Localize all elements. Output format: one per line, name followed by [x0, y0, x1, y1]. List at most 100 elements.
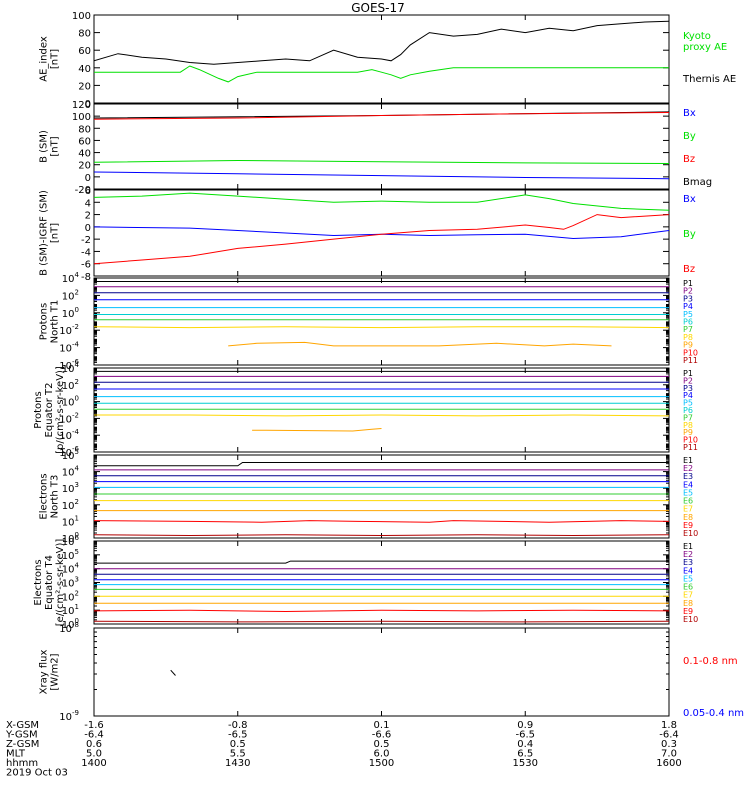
y-tick-label: 103: [62, 481, 79, 495]
panel-frame: [93, 277, 670, 366]
axis-row-label: X-GSM: [6, 720, 39, 731]
y-tick-exponent: 1: [75, 603, 79, 611]
axis-row-value: 6.5: [517, 749, 533, 760]
y-axis-label: [nT]: [50, 136, 61, 156]
y-axis-label: [nT]: [50, 49, 61, 69]
series-e10: [94, 620, 669, 623]
series-p9: [228, 341, 612, 347]
y-tick-label: 10-2: [59, 323, 79, 337]
y-tick-label: 105: [62, 448, 79, 462]
y-tick-exponent: 4: [75, 271, 80, 279]
y-axis-label: Protons: [39, 303, 50, 340]
legend-entry: E2: [683, 550, 693, 559]
y-tick-label: 80: [78, 124, 91, 135]
legend-entry: Kyoto: [683, 31, 711, 42]
plot-title: GOES-17: [351, 1, 405, 15]
axis-row-label: Y-GSM: [5, 730, 38, 741]
legend-entry: E7: [683, 591, 693, 600]
y-axis-label: [e/(cm²-s-sr-keV)]: [55, 539, 66, 627]
axis-row-value: 0.5: [230, 739, 246, 750]
legend-entry: E6: [683, 583, 693, 592]
y-tick-label: 100: [72, 112, 91, 123]
y-axis-label: B (SM)-IGRF (SM): [39, 190, 50, 276]
y-tick-exponent: 5: [75, 448, 79, 456]
legend-entry: P7: [683, 325, 693, 334]
legend-entry: E4: [683, 566, 693, 575]
legend-entry: P6: [683, 318, 693, 327]
legend-entry: By: [683, 131, 696, 142]
panel-frame: [93, 189, 670, 277]
legend-entry: P5: [683, 310, 693, 319]
axis-row-value: 1400: [81, 758, 106, 769]
legend-entry: P11: [683, 443, 698, 452]
legend-entry: Bz: [683, 264, 695, 275]
legend-entry: E10: [683, 529, 698, 538]
y-tick-exponent: 0: [75, 306, 79, 314]
y-axis-label: Electrons: [33, 559, 44, 605]
axis-row-value: 7.0: [661, 749, 677, 760]
legend-entry: P9: [683, 428, 693, 437]
series-0-1-0-8-nm: [170, 669, 176, 676]
series-by: [94, 192, 669, 211]
series-p9: [252, 428, 382, 432]
legend-entry: E10: [683, 615, 698, 624]
series-bx: [94, 226, 669, 240]
panel-xray: 10-9 10-8 Xray flux [W/m2] 0.1-0.8 nm 0.05-0.…: [39, 621, 745, 723]
series-bx: [94, 171, 669, 180]
series-e9: [94, 609, 669, 613]
y-tick-label: 2: [85, 211, 91, 222]
y-tick-exponent: 0: [75, 395, 79, 403]
series-kyoto-proxy-ae: [94, 65, 669, 83]
axis-row-value: 5.0: [86, 749, 102, 760]
legend-entry: P10: [683, 348, 698, 357]
series-e1: [94, 560, 669, 564]
axis-row-label: MLT: [6, 749, 26, 760]
legend-entry: Bz: [683, 154, 695, 165]
axis-row-value: 0.6: [86, 739, 102, 750]
axis-row-value: 1500: [369, 758, 394, 769]
axis-row-value: -1.6: [84, 720, 104, 731]
y-tick-label: 102: [62, 498, 79, 512]
legend-entry: E1: [683, 542, 693, 551]
panel-frame: [93, 454, 670, 539]
legend-entry: 0.05-0.4 nm: [683, 708, 744, 719]
axis-row-value: -6.4: [84, 730, 104, 741]
y-tick-label: 60: [78, 46, 91, 57]
y-tick-exponent: 2: [75, 378, 79, 386]
legend-entry: P3: [683, 384, 693, 393]
axis-row-value: -0.8: [228, 720, 248, 731]
y-axis-label: Equator T2: [44, 383, 55, 438]
y-tick-label: 101: [62, 514, 79, 528]
legend-entry: P8: [683, 421, 693, 430]
y-tick-label: -2: [81, 235, 91, 246]
legend-entry: E6: [683, 497, 693, 506]
legend-entry: P7: [683, 413, 693, 422]
y-tick-label: 4: [85, 198, 91, 209]
y-axis-label: [p/(cm²-s-sr-keV)]: [55, 366, 66, 454]
legend-entry: E9: [683, 607, 693, 616]
legend-entry: P4: [683, 391, 693, 400]
time-axis: X-GSM -1.6 -0.8 0.1 0.9 1.8 Y-GSM -6.4 -6.5 -6.6 -…: [5, 720, 682, 779]
panel-frame: [93, 627, 670, 717]
y-tick-label: 100: [62, 306, 79, 320]
axis-row-value: 6.0: [374, 749, 390, 760]
y-tick-exponent: 2: [75, 288, 79, 296]
series-thernis-ae: [94, 20, 669, 65]
y-tick-label: 10-4: [59, 341, 79, 355]
y-axis-label: Electrons: [39, 473, 50, 519]
y-axis-label: [nT]: [50, 223, 61, 243]
y-tick-label: 102: [62, 288, 79, 302]
legend-entry: P3: [683, 294, 693, 303]
legend-entry: Bx: [683, 194, 696, 205]
legend-entry: P2: [683, 287, 693, 296]
y-axis-label: Equator T4: [44, 555, 55, 610]
axis-row-value: -6.5: [515, 730, 535, 741]
y-tick-exponent: 4: [75, 465, 80, 473]
legend-entry: E5: [683, 488, 693, 497]
